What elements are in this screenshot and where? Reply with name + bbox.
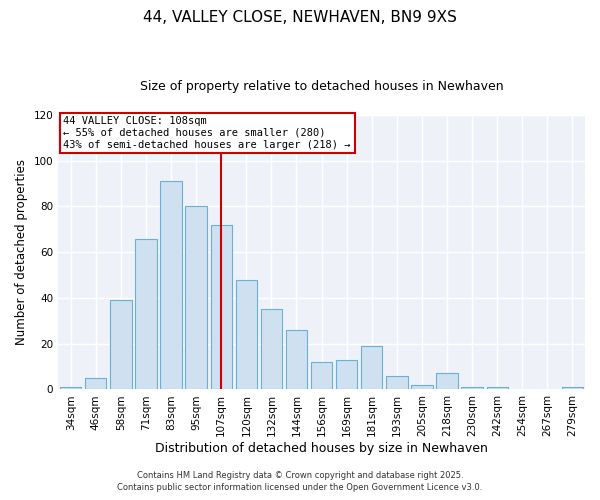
Bar (236, 280, 257, 390)
Bar (361, 346, 382, 390)
Bar (185, 206, 207, 390)
Y-axis label: Number of detached properties: Number of detached properties (15, 159, 28, 345)
Bar (562, 387, 583, 390)
Bar (286, 330, 307, 390)
Bar (261, 310, 282, 390)
Text: 44 VALLEY CLOSE: 108sqm
← 55% of detached houses are smaller (280)
43% of semi-d: 44 VALLEY CLOSE: 108sqm ← 55% of detache… (64, 116, 351, 150)
Bar (60, 387, 82, 390)
Title: Size of property relative to detached houses in Newhaven: Size of property relative to detached ho… (140, 80, 503, 93)
Bar (336, 360, 358, 390)
Text: 44, VALLEY CLOSE, NEWHAVEN, BN9 9XS: 44, VALLEY CLOSE, NEWHAVEN, BN9 9XS (143, 10, 457, 25)
X-axis label: Distribution of detached houses by size in Newhaven: Distribution of detached houses by size … (155, 442, 488, 455)
Bar (160, 182, 182, 390)
Bar (211, 225, 232, 390)
Bar (487, 387, 508, 390)
Bar (110, 300, 131, 390)
Bar (436, 374, 458, 390)
Text: Contains HM Land Registry data © Crown copyright and database right 2025.
Contai: Contains HM Land Registry data © Crown c… (118, 471, 482, 492)
Bar (411, 385, 433, 390)
Bar (136, 238, 157, 390)
Bar (386, 376, 407, 390)
Bar (85, 378, 106, 390)
Bar (461, 387, 483, 390)
Bar (311, 362, 332, 390)
